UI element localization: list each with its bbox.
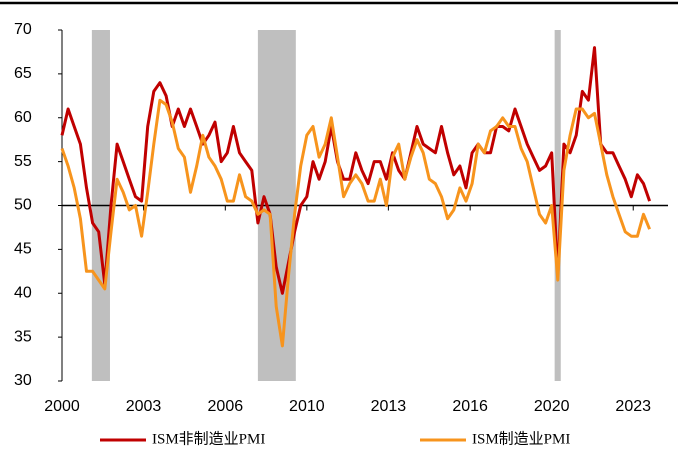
y-tick-label: 30 bbox=[14, 372, 32, 389]
x-tick-label: 2010 bbox=[289, 398, 325, 415]
y-tick-label: 45 bbox=[14, 241, 32, 258]
x-tick-label: 2020 bbox=[534, 398, 570, 415]
x-tick-label: 2000 bbox=[44, 398, 80, 415]
x-tick-label: 2023 bbox=[615, 398, 651, 415]
series-line bbox=[60, 98, 651, 348]
x-tick-label: 2016 bbox=[452, 398, 488, 415]
series-line bbox=[60, 46, 652, 295]
x-tick-label: 2006 bbox=[208, 398, 244, 415]
x-tick-label: 2003 bbox=[126, 398, 162, 415]
y-tick-label: 70 bbox=[14, 21, 32, 38]
y-tick-label: 60 bbox=[14, 109, 32, 126]
y-tick-label: 55 bbox=[14, 153, 32, 170]
y-tick-label: 65 bbox=[14, 65, 32, 82]
y-tick-label: 35 bbox=[14, 328, 32, 345]
x-tick-label: 2013 bbox=[371, 398, 407, 415]
legend-label: ISM制造业PMI bbox=[472, 430, 570, 447]
legend-label: ISM非制造业PMI bbox=[152, 430, 265, 447]
y-tick-label: 40 bbox=[14, 284, 32, 301]
y-tick-label: 50 bbox=[14, 197, 32, 214]
